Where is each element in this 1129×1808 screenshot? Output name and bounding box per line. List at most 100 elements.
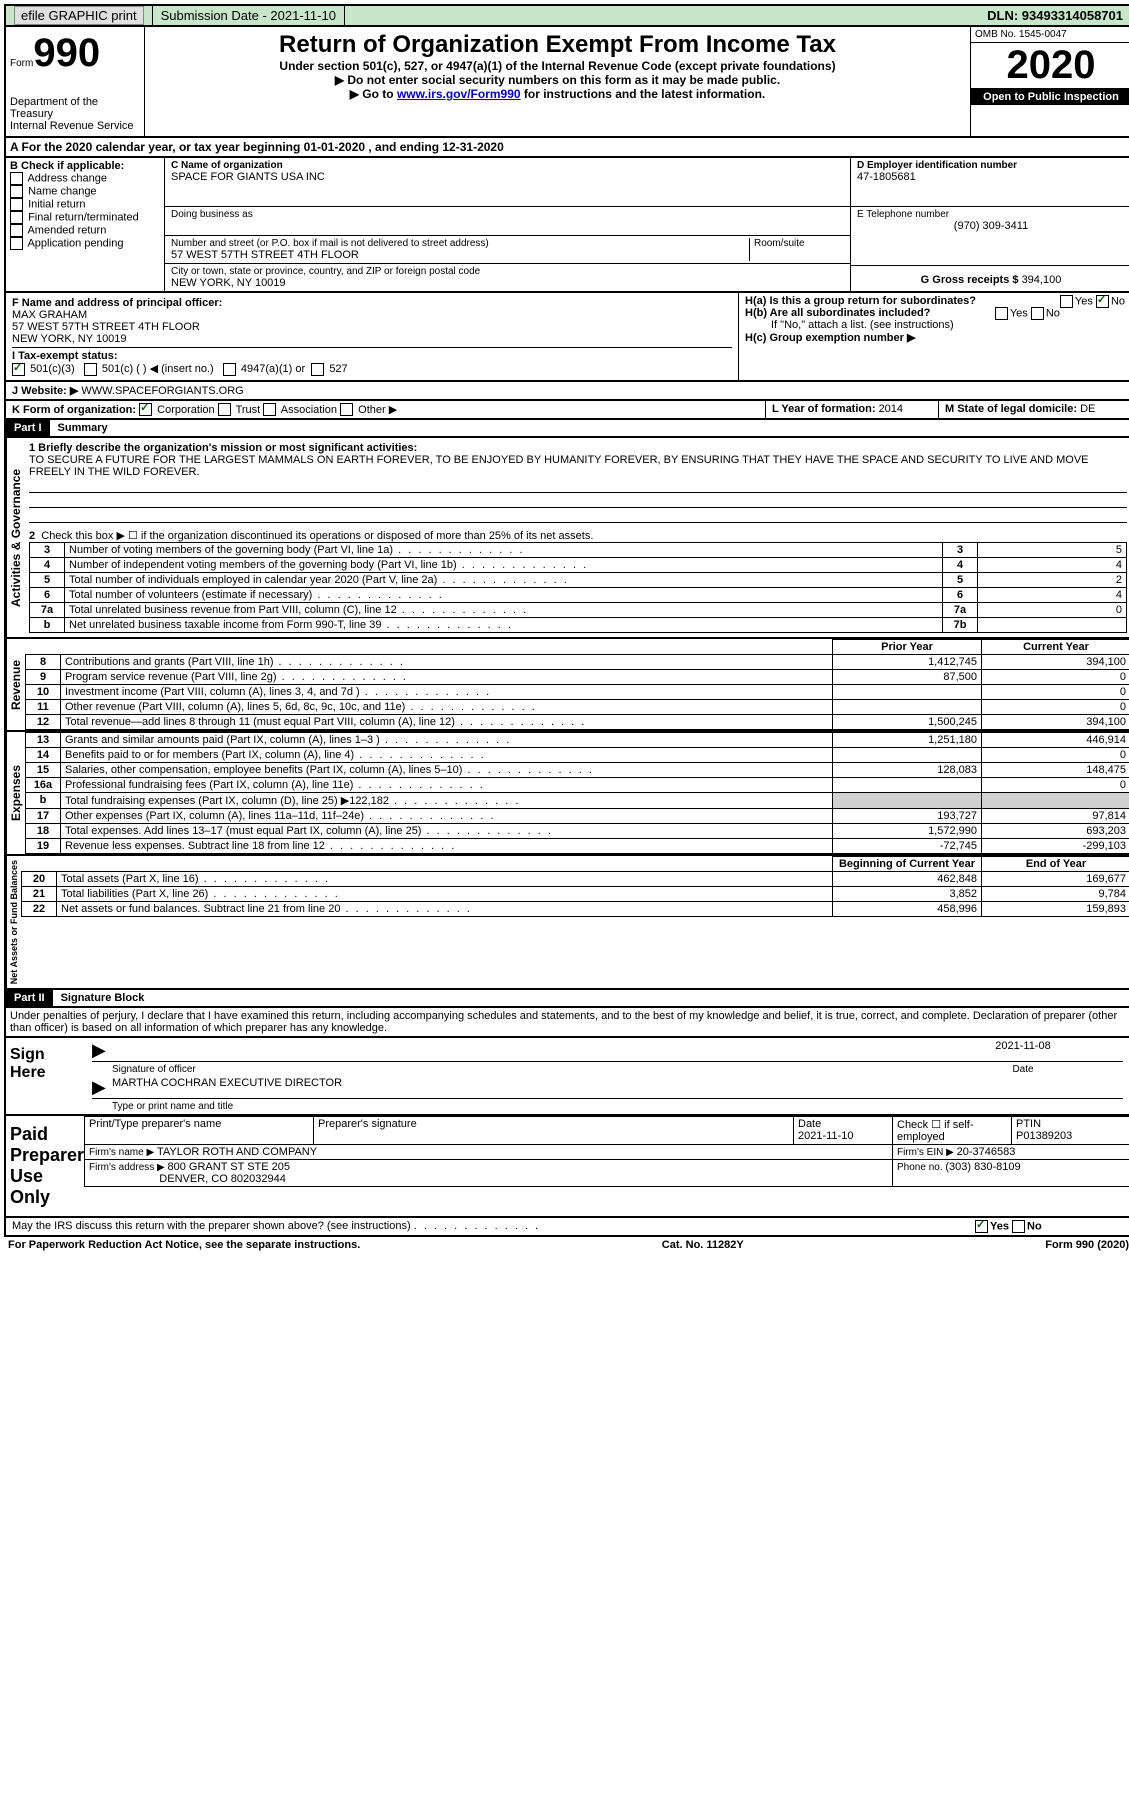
city-state-zip: NEW YORK, NY 10019 bbox=[171, 277, 844, 289]
527-label: 527 bbox=[329, 363, 347, 375]
ptin-value: P01389203 bbox=[1016, 1130, 1072, 1142]
501c3-checkbox[interactable] bbox=[12, 363, 25, 376]
part2-header: Part II bbox=[6, 990, 53, 1006]
b-label: B Check if applicable: bbox=[10, 160, 124, 172]
cat-number: Cat. No. 11282Y bbox=[662, 1239, 744, 1251]
discuss-no-checkbox[interactable] bbox=[1012, 1220, 1025, 1233]
dba-label: Doing business as bbox=[171, 209, 844, 220]
4947-checkbox[interactable] bbox=[223, 363, 236, 376]
ha-label: H(a) Is this a group return for subordin… bbox=[745, 295, 976, 307]
discuss-yes-label: Yes bbox=[990, 1221, 1009, 1233]
501c-label: 501(c) ( ) ◀ (insert no.) bbox=[102, 363, 214, 375]
submission-date-label: Submission Date - bbox=[161, 8, 271, 23]
prep-date-label: Date bbox=[798, 1118, 821, 1130]
city-label: City or town, state or province, country… bbox=[171, 266, 844, 277]
top-bar: efile GRAPHIC print Submission Date - 20… bbox=[4, 4, 1129, 27]
ein-value: 47-1805681 bbox=[857, 171, 1125, 183]
other-checkbox[interactable] bbox=[340, 403, 353, 416]
tax-year: 2020 bbox=[971, 43, 1129, 89]
e-phone-label: E Telephone number bbox=[857, 209, 1125, 220]
501c3-label: 501(c)(3) bbox=[30, 363, 75, 375]
name-change-label: Name change bbox=[28, 185, 97, 197]
officer-addr1: 57 WEST 57TH STREET 4TH FLOOR bbox=[12, 321, 200, 333]
ha-no-checkbox[interactable] bbox=[1096, 295, 1109, 308]
firm-name-label: Firm's name ▶ bbox=[89, 1147, 157, 1158]
state-domicile: DE bbox=[1080, 403, 1095, 415]
ptin-label: PTIN bbox=[1016, 1118, 1041, 1130]
street-address: 57 WEST 57TH STREET 4TH FLOOR bbox=[171, 249, 749, 261]
j-website-label: J Website: ▶ bbox=[12, 385, 78, 397]
hc-label: H(c) Group exemption number ▶ bbox=[745, 332, 915, 344]
no-label-2: No bbox=[1046, 307, 1060, 319]
k-label: K Form of organization: bbox=[12, 404, 136, 416]
amended-return-label: Amended return bbox=[27, 224, 106, 236]
firm-addr2: DENVER, CO 802032944 bbox=[159, 1173, 286, 1185]
declaration-text: Under penalties of perjury, I declare th… bbox=[4, 1008, 1129, 1038]
hb-yes-checkbox[interactable] bbox=[995, 307, 1008, 320]
name-change-checkbox[interactable] bbox=[10, 185, 23, 198]
yes-label-2: Yes bbox=[1010, 307, 1028, 319]
year-formation: 2014 bbox=[879, 403, 903, 415]
gov-section-label: Activities & Governance bbox=[6, 438, 25, 637]
corp-checkbox[interactable] bbox=[139, 403, 152, 416]
officer-addr2: NEW YORK, NY 10019 bbox=[12, 333, 127, 345]
part2-title: Signature Block bbox=[53, 990, 153, 1006]
app-pending-checkbox[interactable] bbox=[10, 237, 23, 250]
omb-number: OMB No. 1545-0047 bbox=[971, 27, 1129, 43]
hb-no-checkbox[interactable] bbox=[1031, 307, 1044, 320]
sig-marker-icon-2: ▶ bbox=[92, 1077, 112, 1098]
form-footer: Form 990 (2020) bbox=[1045, 1239, 1129, 1251]
irs-label: Internal Revenue Service bbox=[10, 120, 140, 132]
527-checkbox[interactable] bbox=[311, 363, 324, 376]
net-assets-table: Beginning of Current YearEnd of Year20To… bbox=[21, 856, 1129, 917]
ha-yes-checkbox[interactable] bbox=[1060, 295, 1073, 308]
check-self-employed: Check ☐ if self-employed bbox=[893, 1117, 1012, 1145]
hb-label: H(b) Are all subordinates included? bbox=[745, 307, 930, 319]
preparer-table: Print/Type preparer's name Preparer's si… bbox=[84, 1116, 1129, 1187]
paperwork-notice: For Paperwork Reduction Act Notice, see … bbox=[8, 1239, 360, 1251]
irs-link[interactable]: www.irs.gov/Form990 bbox=[397, 87, 521, 101]
revenue-table: Prior YearCurrent Year8Contributions and… bbox=[25, 639, 1129, 730]
corp-label: Corporation bbox=[157, 404, 214, 416]
firm-ein: 20-3746583 bbox=[957, 1146, 1016, 1158]
governance-table: 3Number of voting members of the governi… bbox=[29, 542, 1127, 633]
i-label: I Tax-exempt status: bbox=[12, 350, 118, 362]
address-change-label: Address change bbox=[27, 172, 107, 184]
part1-title: Summary bbox=[50, 420, 116, 436]
final-return-checkbox[interactable] bbox=[10, 211, 23, 224]
firm-name: TAYLOR ROTH AND COMPANY bbox=[157, 1146, 317, 1158]
assoc-label: Association bbox=[281, 404, 337, 416]
public-inspection: Open to Public Inspection bbox=[971, 89, 1129, 105]
501c-checkbox[interactable] bbox=[84, 363, 97, 376]
form-header: Form990 Department of the Treasury Inter… bbox=[4, 27, 1129, 138]
discuss-no-label: No bbox=[1027, 1221, 1042, 1233]
firm-phone-label: Phone no. bbox=[897, 1162, 945, 1173]
no-label: No bbox=[1111, 295, 1125, 307]
amended-return-checkbox[interactable] bbox=[10, 224, 23, 237]
rev-section-label: Revenue bbox=[6, 639, 25, 730]
officer-typed-name: MARTHA COCHRAN EXECUTIVE DIRECTOR bbox=[112, 1077, 342, 1098]
discuss-yes-checkbox[interactable] bbox=[975, 1220, 988, 1233]
line1-label: 1 Briefly describe the organization's mi… bbox=[29, 442, 417, 454]
dln-value: DLN: 93493314058701 bbox=[979, 6, 1129, 25]
exp-section-label: Expenses bbox=[6, 732, 25, 854]
l-year-label: L Year of formation: bbox=[772, 403, 879, 415]
f-label: F Name and address of principal officer: bbox=[12, 297, 222, 309]
form-prefix: Form bbox=[10, 58, 33, 69]
goto-suffix: for instructions and the latest informat… bbox=[521, 87, 766, 101]
m-state-label: M State of legal domicile: bbox=[945, 403, 1080, 415]
assoc-checkbox[interactable] bbox=[263, 403, 276, 416]
trust-checkbox[interactable] bbox=[218, 403, 231, 416]
address-change-checkbox[interactable] bbox=[10, 172, 23, 185]
expenses-table: 13Grants and similar amounts paid (Part … bbox=[25, 732, 1129, 854]
initial-return-checkbox[interactable] bbox=[10, 198, 23, 211]
net-section-label: Net Assets or Fund Balances bbox=[6, 856, 21, 988]
paid-preparer-label: Paid Preparer Use Only bbox=[6, 1116, 84, 1216]
sig-date: 2021-11-08 bbox=[923, 1040, 1123, 1061]
4947-label: 4947(a)(1) or bbox=[241, 363, 305, 375]
form-title: Return of Organization Exempt From Incom… bbox=[149, 31, 966, 59]
type-name-label: Type or print name and title bbox=[84, 1101, 1129, 1114]
hb-note: If "No," attach a list. (see instruction… bbox=[745, 319, 1125, 331]
firm-phone: (303) 830-8109 bbox=[945, 1161, 1020, 1173]
app-pending-label: Application pending bbox=[27, 237, 123, 249]
